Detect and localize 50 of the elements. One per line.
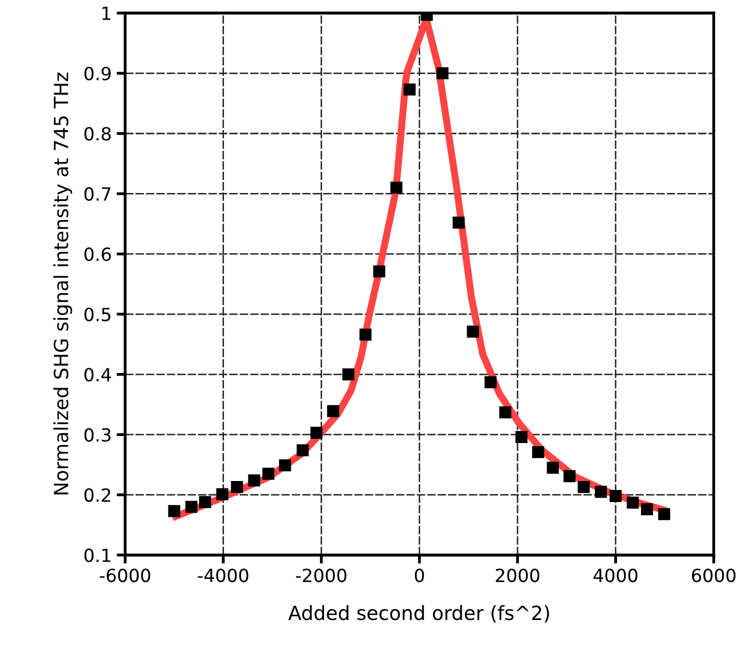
- point: [640, 503, 654, 516]
- y-tick-label: 0.5: [84, 308, 110, 322]
- x-tick-label: -6000: [100, 568, 150, 582]
- x-tick-label: 6000: [692, 568, 736, 582]
- point: [546, 462, 559, 474]
- point: [532, 446, 544, 458]
- point: [248, 474, 260, 486]
- point: [373, 265, 386, 278]
- point: [296, 444, 309, 456]
- point: [310, 426, 322, 439]
- y-tick-label: 0.3: [84, 428, 111, 442]
- point: [216, 488, 228, 500]
- y-tick-label: 0.7: [84, 187, 110, 201]
- point: [390, 182, 402, 194]
- y-axis-title: Normalized SHG signal intensity at 745 THz: [53, 72, 72, 494]
- point: [610, 490, 622, 502]
- x-axis-title: Added second order (fs^2): [288, 605, 550, 622]
- point: [578, 480, 590, 494]
- point: [452, 216, 465, 229]
- x-tick-label: 2000: [496, 568, 540, 582]
- point: [515, 431, 528, 444]
- point: [279, 459, 292, 472]
- y-tick-label: 1: [102, 6, 110, 20]
- point: [168, 505, 180, 518]
- point: [436, 67, 448, 80]
- point: [594, 486, 607, 498]
- point: [230, 480, 243, 494]
- point: [484, 376, 497, 388]
- point: [658, 508, 670, 520]
- point: [404, 84, 416, 96]
- point: [564, 470, 576, 482]
- y-tick-label: 0.8: [84, 126, 111, 141]
- x-tick-label: 4000: [594, 568, 638, 582]
- y-tick-label: 0.4: [84, 368, 111, 382]
- point: [359, 328, 372, 341]
- point: [499, 406, 512, 418]
- point: [199, 496, 212, 508]
- x-tick-label: 0: [414, 568, 424, 582]
- y-tick-label: 0.1: [84, 548, 110, 562]
- x-tick-label: -2000: [296, 568, 346, 582]
- y-tick-label: 0.2: [84, 488, 110, 502]
- x-tick-label: -4000: [198, 568, 248, 582]
- point: [185, 500, 198, 513]
- point: [262, 468, 274, 480]
- point: [342, 368, 354, 380]
- y-tick-label: 0.9: [84, 66, 111, 80]
- point: [466, 326, 479, 338]
- y-tick-label: 0.6: [84, 247, 111, 262]
- point: [626, 496, 639, 509]
- point: [327, 405, 340, 418]
